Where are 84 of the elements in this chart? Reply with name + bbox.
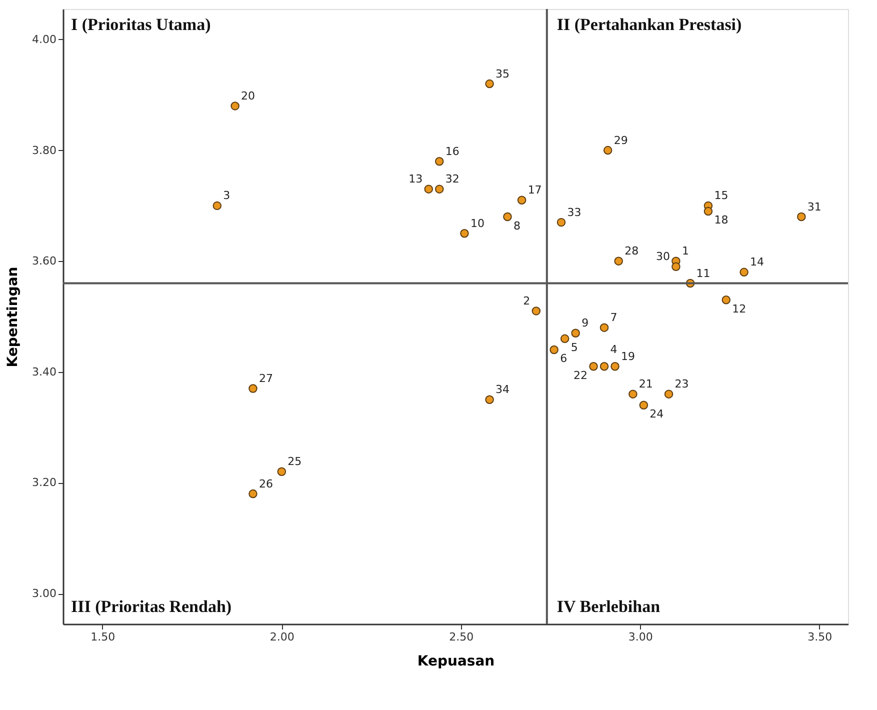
annotation: 26 — [258, 477, 273, 490]
annotation: 31 — [807, 200, 822, 214]
annotation: 15 — [714, 189, 728, 202]
point — [212, 201, 222, 210]
point — [560, 334, 570, 344]
annotation: 11 — [696, 266, 710, 280]
annotation: 4 — [610, 342, 618, 356]
point — [722, 296, 730, 304]
point — [639, 400, 648, 410]
annotation: 2 — [523, 294, 530, 308]
point — [485, 79, 494, 88]
annotation: 23 — [674, 378, 689, 391]
y-tick-label: 4.00 — [32, 32, 56, 46]
annotation: 20 — [241, 89, 256, 102]
x-tick-label: 3.00 — [628, 630, 653, 644]
point — [460, 229, 469, 238]
annotation: 35 — [496, 67, 510, 80]
point — [532, 306, 541, 316]
annotation: 33 — [567, 206, 582, 219]
annotation: 1 — [682, 244, 689, 258]
annotation: 27 — [258, 372, 273, 386]
annotation: 8 — [513, 219, 520, 232]
annotation: 34 — [496, 383, 510, 396]
point — [603, 146, 612, 155]
point — [797, 212, 806, 222]
point — [434, 157, 444, 166]
annotation: 14 — [750, 256, 764, 269]
point — [571, 328, 580, 338]
point — [485, 395, 494, 404]
point — [664, 390, 674, 398]
point — [614, 256, 623, 266]
point — [628, 390, 638, 398]
point — [740, 268, 748, 277]
annotation: 32 — [445, 172, 460, 186]
x-tick-label: 2.50 — [449, 630, 474, 644]
point — [600, 323, 609, 332]
annotation: 9 — [582, 316, 589, 330]
annotation: 21 — [638, 378, 653, 391]
point — [230, 102, 240, 110]
x-tick-label: 3.50 — [808, 630, 832, 644]
x-tick-label: 1.50 — [90, 630, 116, 644]
annotation: 12 — [732, 302, 746, 316]
annotation: 13 — [408, 172, 423, 186]
annotation: 3 — [223, 189, 230, 202]
x-axis-title: Kepuasan — [417, 654, 495, 670]
annotation: II (Pertahankan Prestasi) — [556, 15, 742, 34]
y-tick-label: 3.60 — [32, 254, 56, 268]
annotation: 10 — [470, 216, 484, 230]
point — [556, 218, 566, 227]
annotation: 6 — [560, 352, 568, 366]
annotation: III (Prioritas Rendah) — [71, 597, 232, 616]
point — [277, 467, 286, 476]
annotation: 19 — [621, 350, 636, 363]
annotation: 18 — [714, 214, 728, 227]
y-axis-title: Kepentingan — [5, 266, 22, 368]
point — [550, 345, 558, 354]
annotation: 16 — [445, 144, 460, 158]
point — [424, 184, 433, 194]
x-tick-label: 2.00 — [270, 630, 294, 644]
annotation: 24 — [650, 408, 664, 421]
point — [704, 206, 713, 216]
point — [248, 489, 258, 498]
point — [503, 212, 512, 222]
point — [248, 384, 258, 393]
y-tick-label: 3.80 — [32, 144, 56, 157]
annotation: 29 — [614, 134, 628, 147]
point — [610, 362, 620, 371]
y-tick-label: 3.20 — [32, 476, 56, 490]
annotation: IV Berlebihan — [556, 597, 661, 616]
y-tick-label: 3.00 — [32, 587, 56, 600]
annotation: I (Prioritas Utama) — [71, 15, 211, 34]
annotation: 22 — [574, 368, 588, 382]
annotation: 17 — [528, 184, 542, 197]
annotation: 5 — [570, 341, 578, 354]
point — [589, 362, 598, 371]
y-tick-label: 3.40 — [32, 365, 56, 378]
point — [672, 262, 680, 271]
point — [600, 362, 609, 371]
annotation: 25 — [288, 455, 302, 468]
annotation: 30 — [656, 250, 670, 264]
annotation: 28 — [624, 244, 639, 258]
point — [434, 184, 444, 194]
annotation: 7 — [610, 311, 618, 324]
point — [517, 196, 526, 205]
